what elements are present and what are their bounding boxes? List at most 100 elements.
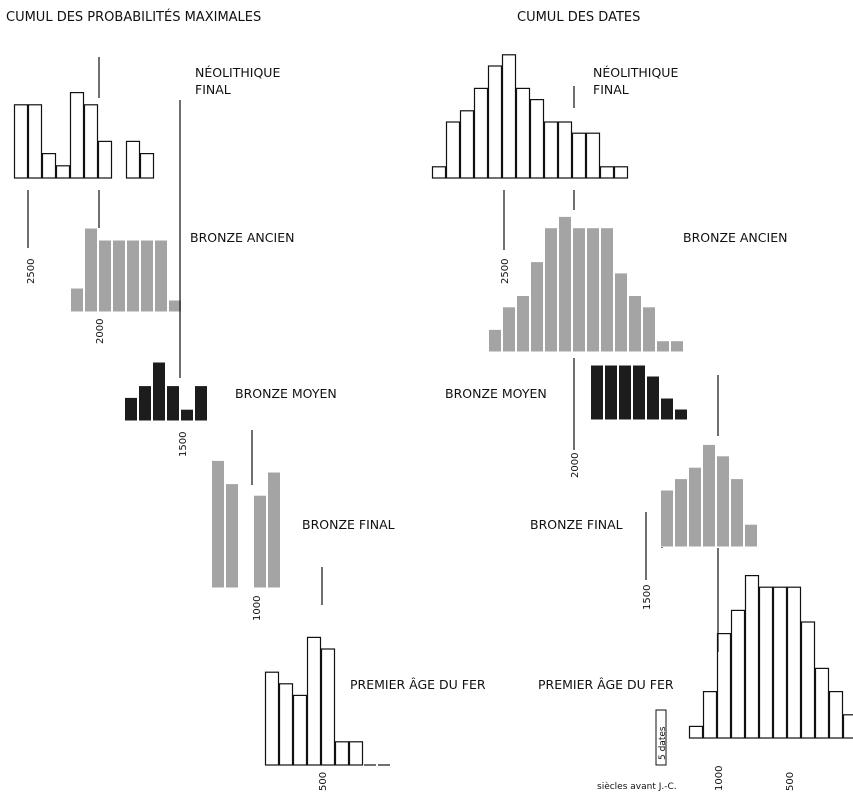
left-chart-title: CUMUL DES PROBABILITÉS MAXIMALES xyxy=(6,9,261,25)
bar-c1-s4-11 xyxy=(842,714,853,739)
scale-key-label: 5 dates xyxy=(658,726,668,760)
bar-c0-s4-6 xyxy=(348,741,364,766)
bar-c1-s3-2 xyxy=(688,466,702,548)
bar-c0-s1-6 xyxy=(154,239,168,313)
bar-c1-s4-1 xyxy=(702,690,718,739)
bar-c0-s0-3 xyxy=(55,165,71,179)
right-label-neolithique-2: FINAL xyxy=(593,82,629,97)
bar-c0-s1-4 xyxy=(126,239,140,313)
left-label-bronze-ancien: BRONZE ANCIEN xyxy=(190,230,294,245)
bar-c1-s4-5 xyxy=(758,586,774,739)
bar-c1-s2-2 xyxy=(618,364,632,421)
reference-lines xyxy=(27,57,719,652)
bar-c0-s3-3 xyxy=(253,494,267,589)
bar-c1-s1-11 xyxy=(642,306,656,353)
bar-c1-s0-13 xyxy=(613,166,629,179)
scale-key-box xyxy=(655,709,667,766)
left-tick-500: 500 xyxy=(318,772,329,791)
bar-c1-s0-11 xyxy=(585,132,601,179)
bar-c1-s0-10 xyxy=(571,132,587,179)
bar-c0-s0-6 xyxy=(97,140,113,179)
left-tick-2500: 2500 xyxy=(26,259,37,284)
bar-c0-s1-5 xyxy=(140,239,154,313)
bar-c1-s1-0 xyxy=(488,328,502,353)
bar-c1-s3-3 xyxy=(702,443,716,548)
bar-c1-s4-0 xyxy=(688,725,704,739)
bar-c0-s0-4 xyxy=(69,91,85,179)
bar-c1-s0-4 xyxy=(487,65,503,179)
bar-c1-s4-4 xyxy=(744,574,760,739)
bar-c0-s0-5 xyxy=(83,104,99,179)
bar-c1-s3-1 xyxy=(674,478,688,548)
right-label-premier-age: PREMIER ÂGE DU FER xyxy=(538,677,674,692)
bar-c1-s1-9 xyxy=(614,272,628,353)
left-label-bronze-final: BRONZE FINAL xyxy=(302,517,395,532)
bar-c1-s1-13 xyxy=(670,340,684,353)
left-tick-1500: 1500 xyxy=(178,432,189,457)
bar-c0-s2-2 xyxy=(152,361,166,422)
bar-marks xyxy=(13,54,853,766)
bar-c0-s2-4 xyxy=(180,408,194,422)
bar-c1-s1-3 xyxy=(530,261,544,353)
bar-c1-s1-5 xyxy=(558,215,572,353)
bar-c1-s2-6 xyxy=(674,408,688,421)
left-label-premier-age: PREMIER ÂGE DU FER xyxy=(350,677,486,692)
bar-c1-s1-4 xyxy=(544,227,558,353)
bar-c1-s0-6 xyxy=(515,87,531,179)
bar-c0-s3-0 xyxy=(211,459,225,589)
bar-c1-s4-9 xyxy=(814,667,830,739)
bar-c1-s0-1 xyxy=(445,121,461,179)
bar-c0-s1-0 xyxy=(70,287,84,313)
bar-c1-s0-8 xyxy=(543,121,559,179)
bar-c0-s4-3 xyxy=(306,636,322,766)
bar-c1-s0-3 xyxy=(473,87,489,179)
bar-c1-s0-12 xyxy=(599,166,615,179)
bar-c1-s4-3 xyxy=(730,609,746,739)
bar-c0-s4-1 xyxy=(278,683,294,766)
left-label-bronze-moyen: BRONZE MOYEN xyxy=(235,386,337,401)
bar-c0-s0-8 xyxy=(125,140,141,179)
bar-c0-s4-0 xyxy=(264,671,280,766)
bar-c1-s2-0 xyxy=(590,364,604,421)
right-label-neolithique-1: NÉOLITHIQUE xyxy=(593,65,678,80)
bar-c1-s4-8 xyxy=(800,621,816,739)
bar-c1-s1-1 xyxy=(502,306,516,353)
left-tick-1000: 1000 xyxy=(252,596,263,621)
bar-c1-s0-9 xyxy=(557,121,573,179)
bar-c1-s4-2 xyxy=(716,632,732,739)
bar-c0-s4-2 xyxy=(292,694,308,766)
right-chart-title: CUMUL DES DATES xyxy=(517,10,640,25)
bar-c1-s1-6 xyxy=(572,227,586,353)
bar-c1-s1-7 xyxy=(586,227,600,353)
bar-c1-s2-5 xyxy=(660,397,674,421)
bar-c1-s1-10 xyxy=(628,295,642,353)
bar-c0-s0-2 xyxy=(41,153,57,179)
right-label-bronze-ancien: BRONZE ANCIEN xyxy=(683,230,787,245)
left-label-neolithique-1: NÉOLITHIQUE xyxy=(195,65,280,80)
left-tick-2000: 2000 xyxy=(95,319,106,344)
bar-c0-s4-4 xyxy=(320,648,336,766)
bar-c0-s2-3 xyxy=(166,385,180,422)
bar-c1-s0-0 xyxy=(431,166,447,179)
right-label-bronze-final: BRONZE FINAL xyxy=(530,517,623,532)
bar-c0-s3-1 xyxy=(225,483,239,589)
bar-c0-s0-1 xyxy=(27,104,43,179)
bar-c1-s1-2 xyxy=(516,295,530,353)
bar-c1-s3-4 xyxy=(716,455,730,548)
bar-c1-s3-6 xyxy=(744,523,758,548)
right-tick-1000: 1000 xyxy=(714,766,725,791)
bar-c0-s1-1 xyxy=(84,227,98,313)
right-label-bronze-moyen: BRONZE MOYEN xyxy=(445,386,547,401)
bar-c1-s4-10 xyxy=(828,690,844,739)
bar-c0-s2-0 xyxy=(124,396,138,422)
bar-c1-s2-4 xyxy=(646,375,660,421)
bar-c0-s2-1 xyxy=(138,385,152,422)
bar-c1-s2-1 xyxy=(604,364,618,421)
right-tick-500: 500 xyxy=(785,772,796,791)
bar-c1-s4-6 xyxy=(772,586,788,739)
bar-c1-s0-2 xyxy=(459,110,475,179)
bar-c1-s1-8 xyxy=(600,227,614,353)
left-label-neolithique-2: FINAL xyxy=(195,82,231,97)
bar-c0-s1-2 xyxy=(98,239,112,313)
